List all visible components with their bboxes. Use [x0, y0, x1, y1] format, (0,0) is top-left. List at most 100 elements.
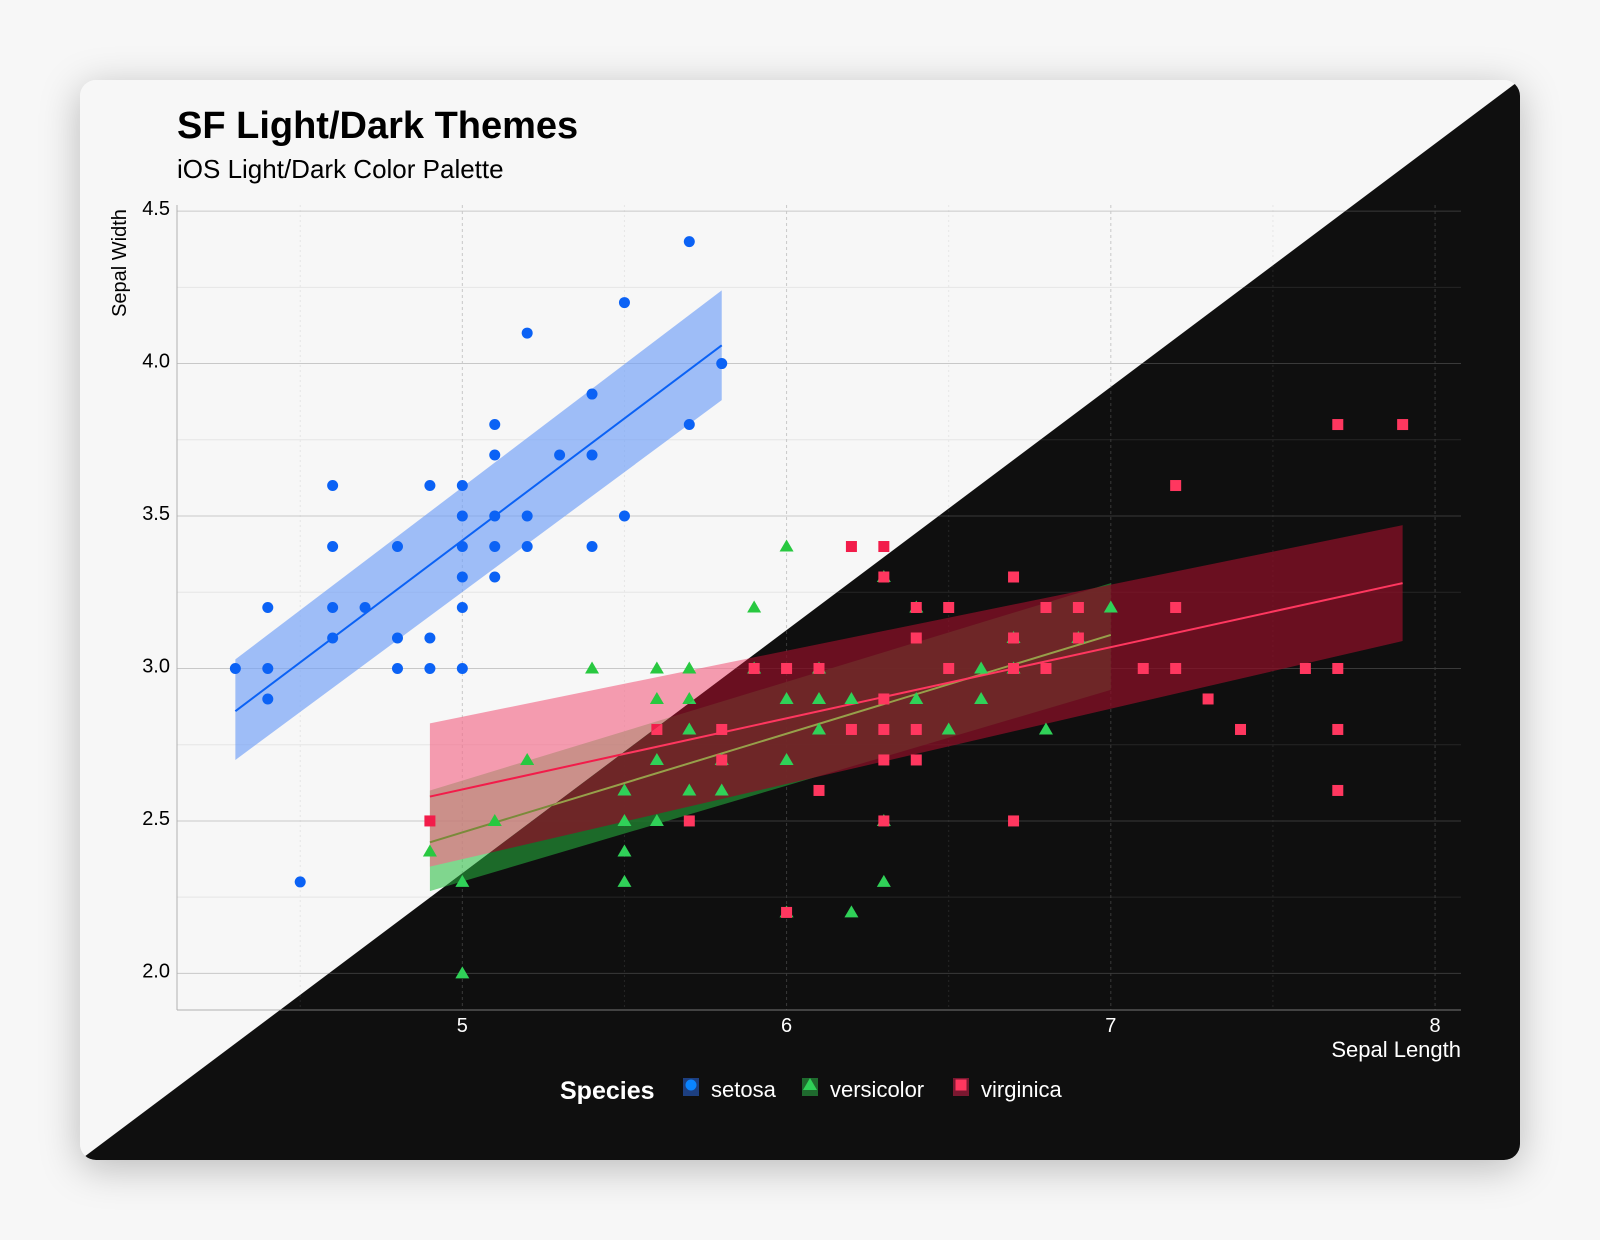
legend-title: Species	[560, 1077, 655, 1105]
point-versicolor	[455, 966, 470, 979]
legend-marker-virginica	[955, 1079, 967, 1091]
point-versicolor	[779, 691, 794, 704]
point-setosa	[327, 632, 339, 644]
x-tick-label: 7	[1105, 1015, 1116, 1037]
point-virginica	[424, 815, 436, 827]
point-setosa	[456, 510, 468, 522]
point-virginica	[813, 784, 825, 796]
point-versicolor	[520, 752, 535, 765]
chart-svg: SF Light/Dark Themes iOS Light/Dark Color…	[80, 80, 1520, 1160]
point-setosa	[521, 510, 533, 522]
point-virginica	[1170, 602, 1182, 613]
legend-marker-setosa	[685, 1079, 697, 1091]
point-setosa	[424, 662, 436, 674]
point-virginica	[1202, 693, 1214, 705]
point-setosa	[489, 449, 501, 461]
point-setosa	[683, 236, 695, 248]
point-versicolor	[844, 691, 859, 704]
point-virginica	[1332, 784, 1344, 796]
point-virginica	[683, 815, 695, 827]
point-versicolor	[974, 661, 989, 674]
point-virginica	[1008, 632, 1020, 644]
point-setosa	[424, 480, 436, 492]
point-versicolor	[779, 752, 794, 765]
x-axis-label: Sepal Length	[1331, 1037, 1461, 1062]
point-setosa	[391, 632, 403, 644]
point-virginica	[878, 571, 890, 583]
point-setosa	[456, 571, 468, 583]
point-setosa	[586, 541, 598, 553]
point-setosa	[489, 571, 501, 583]
point-setosa	[327, 602, 339, 613]
point-virginica	[1008, 662, 1020, 674]
confidence-band-setosa	[235, 290, 722, 760]
x-tick-label: 8	[1429, 1015, 1440, 1037]
point-virginica	[1072, 632, 1084, 644]
point-virginica	[1170, 480, 1182, 492]
point-versicolor	[617, 813, 632, 826]
point-virginica	[1332, 723, 1344, 735]
point-setosa	[489, 510, 501, 522]
point-setosa	[424, 632, 436, 644]
point-setosa	[618, 297, 630, 309]
point-versicolor	[649, 661, 664, 674]
point-setosa	[327, 541, 339, 553]
point-virginica	[1072, 602, 1084, 613]
point-virginica	[878, 693, 890, 705]
point-setosa	[489, 541, 501, 553]
point-setosa	[391, 662, 403, 674]
point-versicolor	[909, 691, 924, 704]
point-versicolor	[1038, 722, 1053, 735]
point-setosa	[683, 419, 695, 431]
point-versicolor	[876, 874, 891, 887]
point-versicolor	[617, 783, 632, 796]
point-setosa	[618, 510, 630, 522]
point-setosa	[456, 480, 468, 492]
point-versicolor	[649, 752, 664, 765]
point-versicolor	[812, 691, 826, 704]
point-virginica	[910, 723, 922, 735]
point-virginica	[716, 754, 728, 766]
point-versicolor	[779, 539, 794, 552]
chart-card: SF Light/Dark Themes iOS Light/Dark Color…	[80, 80, 1520, 1160]
point-virginica	[781, 662, 793, 674]
point-versicolor	[487, 813, 502, 826]
point-virginica	[1040, 662, 1052, 674]
point-versicolor	[649, 691, 664, 704]
point-virginica	[878, 815, 890, 827]
point-virginica	[1008, 815, 1020, 827]
point-versicolor	[941, 722, 956, 735]
point-virginica	[910, 754, 922, 766]
point-versicolor	[682, 661, 697, 674]
y-tick-label: 3.5	[142, 503, 170, 525]
y-tick-label: 4.5	[142, 198, 170, 220]
point-virginica	[748, 662, 760, 674]
y-tick-label: 2.5	[142, 808, 170, 830]
dark-background	[80, 80, 1520, 1160]
y-tick-label: 3.0	[142, 655, 170, 677]
point-versicolor	[682, 783, 697, 796]
point-virginica	[1235, 723, 1247, 735]
point-virginica	[943, 602, 955, 613]
point-setosa	[229, 662, 241, 674]
regression-line-setosa	[234, 344, 723, 712]
point-setosa	[294, 876, 306, 888]
point-virginica	[878, 754, 890, 766]
point-virginica	[1332, 419, 1344, 431]
point-setosa	[716, 358, 728, 370]
y-axis-label: Sepal Width	[109, 209, 131, 317]
point-versicolor	[617, 874, 632, 887]
point-versicolor	[422, 844, 437, 857]
point-setosa	[521, 541, 533, 553]
point-setosa	[521, 327, 533, 339]
point-setosa	[262, 693, 274, 705]
y-tick-label: 4.0	[142, 351, 170, 373]
point-versicolor	[1103, 600, 1118, 613]
point-virginica	[1299, 662, 1311, 674]
point-versicolor	[455, 874, 470, 887]
point-virginica	[1137, 662, 1149, 674]
point-setosa	[359, 602, 371, 613]
point-virginica	[910, 632, 922, 644]
point-virginica	[1332, 662, 1344, 674]
point-versicolor	[585, 661, 600, 674]
